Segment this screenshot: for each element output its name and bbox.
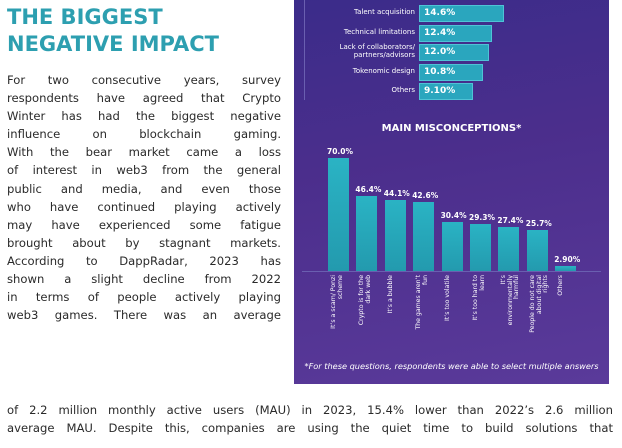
body-line: may have experienced some fatigue bbox=[7, 217, 281, 232]
body-line: web3 games. There was an average bbox=[7, 308, 281, 323]
misconception-bar bbox=[413, 202, 435, 271]
infographic-panel: Talent acquisition 14.6% Technical limitat… bbox=[294, 0, 609, 384]
misconception-bar bbox=[498, 226, 520, 271]
chart-footnote: *For these questions, respondents were a… bbox=[304, 361, 599, 371]
misconception-value-label: 29.3% bbox=[469, 212, 496, 222]
impact-bar-label: Tokenomic design bbox=[352, 66, 415, 75]
impact-bar-value: 14.6% bbox=[424, 8, 456, 18]
body-line: shown a slight decline from 2022 bbox=[7, 272, 281, 287]
impact-bar-label: Others bbox=[391, 86, 415, 94]
misconception-category-label: Others bbox=[557, 275, 565, 296]
misconception-category-label: People do not care about digital rights bbox=[528, 275, 549, 333]
misconception-bar bbox=[356, 196, 378, 271]
body-line: who have continued playing actively bbox=[7, 199, 281, 214]
body-line: in terms of people actively playing bbox=[7, 290, 281, 305]
misconceptions-title: MAIN MISCONCEPTIONS* bbox=[381, 123, 522, 134]
misconception-category-label: It’s too hard to learn bbox=[472, 275, 486, 321]
misconception-bar bbox=[384, 199, 406, 271]
misconception-value-label: 46.4% bbox=[355, 185, 382, 195]
misconception-value-label: 70.0% bbox=[327, 147, 354, 156]
impact-bar-value: 9.10% bbox=[424, 86, 456, 96]
misconception-bar bbox=[555, 266, 577, 271]
body-line: brought about by stagnant markets. bbox=[7, 235, 281, 250]
body-line: With the bear market came a loss bbox=[7, 145, 281, 160]
misconception-category-label: It’s a scam/ Ponzi scheme bbox=[330, 275, 344, 329]
body-paragraph: For two consecutive years, survey respond… bbox=[7, 71, 281, 324]
impact-bar: 12.4% bbox=[419, 24, 492, 42]
misconception-category-label: The games aren’t fun bbox=[415, 275, 429, 330]
body-line: Winter has had the biggest negative bbox=[7, 109, 281, 124]
bottom-line: of 2.2 million monthly active users (MAU… bbox=[7, 403, 613, 417]
impact-axis-line bbox=[304, 0, 305, 100]
misconception-category-label: It’s environmentally harmful bbox=[500, 275, 521, 326]
misconception-value-label: 44.1% bbox=[383, 188, 410, 198]
misconception-bar bbox=[328, 158, 349, 271]
misconception-value-label: 25.7% bbox=[525, 218, 552, 228]
impact-bar-value: 10.8% bbox=[424, 66, 456, 77]
impact-bar: 9.10% bbox=[419, 83, 473, 100]
bottom-paragraph: of 2.2 million monthly active users (MAU… bbox=[7, 401, 613, 437]
impact-bar: 14.6% bbox=[419, 5, 505, 22]
body-line: For two consecutive years, survey bbox=[7, 73, 281, 87]
body-line: influence on blockchain gaming. bbox=[7, 127, 281, 142]
section-title: THE BIGGEST NEGATIVE IMPACT bbox=[7, 4, 287, 58]
misconception-bar bbox=[470, 223, 491, 271]
body-line: public and media, and even those bbox=[7, 181, 281, 196]
misconception-category-label: It’s too volatile bbox=[443, 275, 451, 322]
impact-bar: 12.0% bbox=[419, 44, 490, 61]
impact-bar-label: Talent acquisition bbox=[353, 8, 415, 16]
misconception-value-label: 30.4% bbox=[440, 210, 467, 220]
body-line: of interest in web3 from the general bbox=[7, 163, 281, 178]
misconception-value-label: 42.6% bbox=[412, 191, 439, 201]
body-line: respondents have agreed that Crypto bbox=[7, 91, 281, 106]
misconceptions-axis bbox=[302, 271, 601, 272]
misconception-category-label: It’s a bubble bbox=[386, 275, 394, 314]
misconception-bar bbox=[526, 229, 548, 271]
section-title-line1: THE BIGGEST bbox=[7, 5, 163, 29]
misconception-value-label: 27.4% bbox=[497, 215, 524, 225]
misconception-category-label: Crypto is for the dark web bbox=[358, 275, 372, 326]
impact-bar-label: Technical limitations bbox=[343, 27, 415, 36]
impact-bar: 10.8% bbox=[419, 63, 483, 81]
impact-bar-value: 12.0% bbox=[424, 47, 456, 57]
misconception-bar bbox=[441, 221, 463, 271]
body-line: According to DappRadar, 2023 has bbox=[7, 253, 281, 268]
misconception-value-label: 2.90% bbox=[554, 255, 581, 265]
impact-bar-label: Lack of collaborators/ partners/advisors bbox=[339, 43, 415, 59]
impact-bar-value: 12.4% bbox=[424, 27, 456, 38]
bottom-line: average MAU. Despite this, companies are… bbox=[7, 421, 613, 436]
section-title-line2: NEGATIVE IMPACT bbox=[7, 32, 219, 56]
